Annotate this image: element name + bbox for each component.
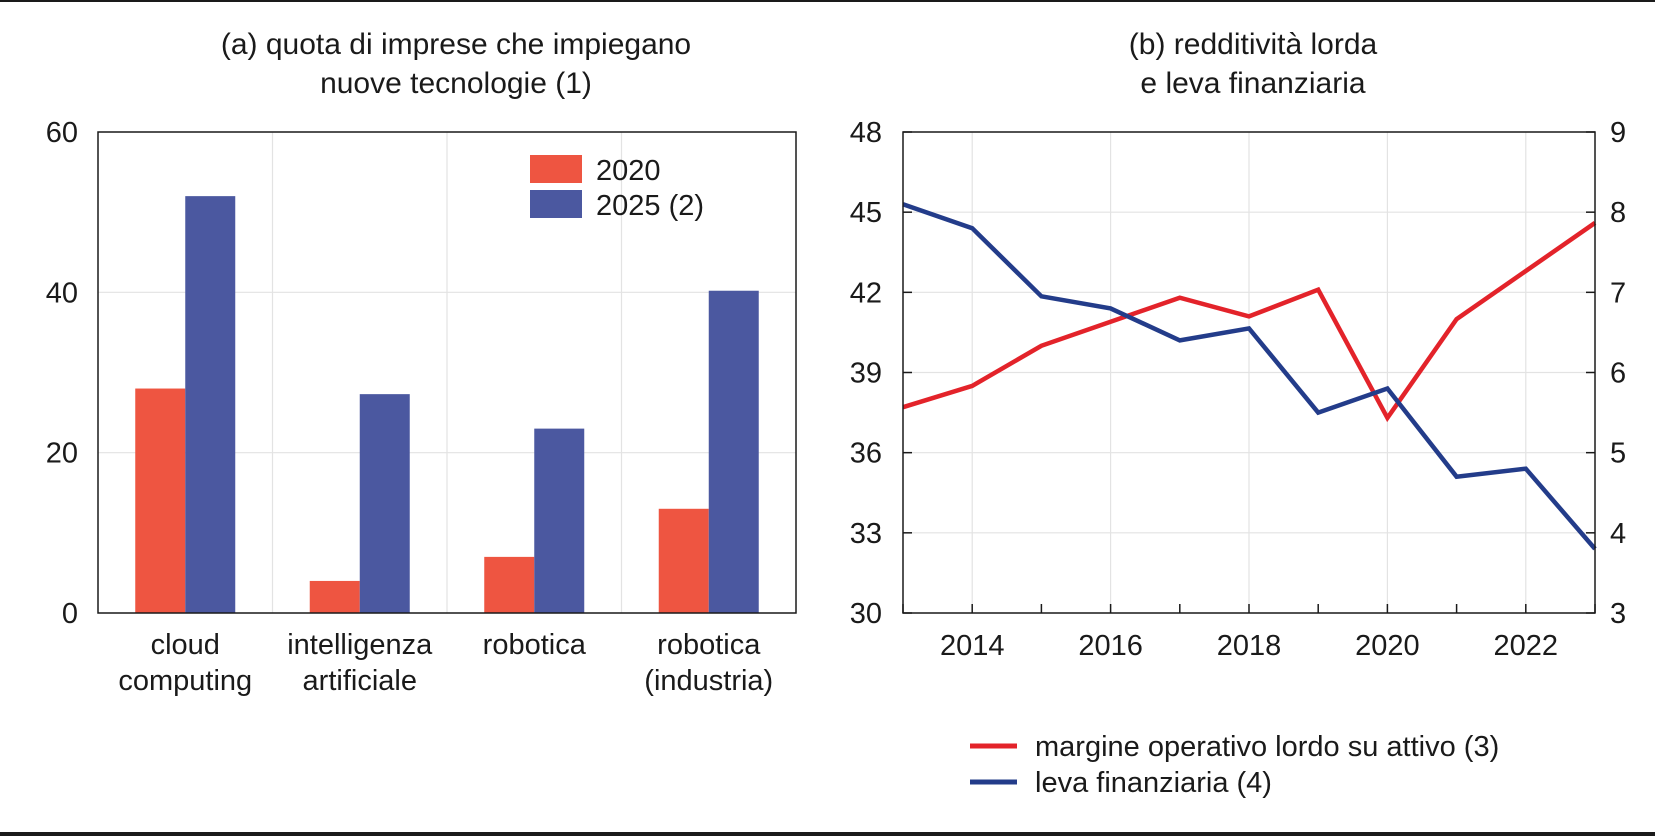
panel-b-x-tick-label: 2018 xyxy=(1217,630,1282,662)
bar-20252-1 xyxy=(359,394,410,613)
panel-b-title-line-1: (b) redditività lorda xyxy=(1129,28,1378,61)
panel-a-title-line-2: nuove tecnologie (1) xyxy=(320,67,592,100)
bar-2020-0 xyxy=(135,388,186,613)
bar-20252-2 xyxy=(534,428,585,613)
panel-a-y-axis: 0 20 40 60 xyxy=(46,117,78,630)
panel-b-right-y-tick-label: 7 xyxy=(1610,277,1626,309)
panel-b-left-y-tick-label: 39 xyxy=(850,358,882,390)
bar-2020-1 xyxy=(309,580,360,613)
panel-b-left-y-tick-label: 45 xyxy=(850,197,882,229)
panel-a-plot-frame xyxy=(97,131,797,614)
panel-b-left-y-tick-label: 33 xyxy=(850,518,882,550)
panel-b-left-y-axis: 30 33 36 39 42 45 48 xyxy=(850,117,912,630)
panel-a-y-tick-label: 0 xyxy=(62,598,78,630)
panel-b-x-tick-label: 2014 xyxy=(940,630,1005,662)
panel-b-right-y-tick-label: 4 xyxy=(1610,518,1626,550)
panel-a-legend: 2020 2025 (2) xyxy=(530,155,704,222)
panel-a-x-tick-label: computing xyxy=(118,665,252,697)
legend-label-leva: leva finanziaria (4) xyxy=(1035,767,1272,799)
panel-b-gridlines xyxy=(903,131,1595,614)
bar-20252-0 xyxy=(185,196,236,613)
legend-swatch-2025 xyxy=(530,190,582,218)
panel-a-x-axis: cloud computing intelligenza artificiale rob… xyxy=(118,629,773,697)
panel-b-x-axis: 2014 2016 2018 2020 2022 xyxy=(902,604,1596,662)
panel-a-y-tick-label: 40 xyxy=(46,277,78,309)
legend-swatch-2020 xyxy=(530,155,582,183)
panel-a-x-tick-label: cloud xyxy=(151,629,220,661)
series-line-margine-operativo xyxy=(902,221,1597,423)
bar-20252-3 xyxy=(708,290,759,613)
panel-b-left-y-tick-label: 42 xyxy=(850,277,882,309)
panel-a-bar-chart: (a) quota di imprese che impiegano nuove… xyxy=(46,28,797,697)
panel-b-legend: margine operativo lordo su attivo (3) le… xyxy=(970,731,1499,799)
panel-a-y-tick-label: 60 xyxy=(46,117,78,149)
panel-b-right-y-tick-label: 9 xyxy=(1610,117,1626,149)
legend-label-2025: 2025 (2) xyxy=(596,190,704,222)
panel-a-x-tick-label: robotica xyxy=(483,629,587,661)
panel-a-x-tick-label: robotica xyxy=(657,629,761,661)
panel-b-left-y-tick-label: 30 xyxy=(850,598,882,630)
panel-a-bars xyxy=(135,196,759,613)
panel-b-left-y-tick-label: 36 xyxy=(850,438,882,470)
panel-a-x-tick-label: artificiale xyxy=(303,665,417,697)
panel-b-x-tick-label: 2016 xyxy=(1078,630,1143,662)
panel-b-right-y-tick-label: 8 xyxy=(1610,197,1626,229)
panel-a-y-tick-label: 20 xyxy=(46,438,78,470)
series-line-leva-finanziaria xyxy=(902,202,1597,551)
panel-b-right-y-tick-label: 5 xyxy=(1610,438,1626,470)
panel-b-right-y-axis: 3 4 5 6 7 8 9 xyxy=(1586,117,1626,630)
panel-a-x-tick-label: intelligenza xyxy=(287,629,433,661)
panel-a-x-tick-label: (industria) xyxy=(644,665,773,697)
bar-2020-3 xyxy=(658,508,709,613)
panel-b-x-tick-label: 2020 xyxy=(1355,630,1420,662)
panel-b-line-chart: (b) redditività lorda e leva finanziaria… xyxy=(850,28,1626,799)
legend-label-2020: 2020 xyxy=(596,155,661,187)
panel-b-left-y-tick-label: 48 xyxy=(850,117,882,149)
panel-b-right-y-tick-label: 3 xyxy=(1610,598,1626,630)
legend-label-margine: margine operativo lordo su attivo (3) xyxy=(1035,731,1499,763)
bar-2020-2 xyxy=(484,556,535,613)
panel-b-title-line-2: e leva finanziaria xyxy=(1140,67,1365,100)
panel-a-title-line-1: (a) quota di imprese che impiegano xyxy=(221,28,691,61)
panel-b-x-tick-label: 2022 xyxy=(1494,630,1559,662)
panel-b-right-y-tick-label: 6 xyxy=(1610,358,1626,390)
panel-b-series-lines xyxy=(902,202,1597,551)
